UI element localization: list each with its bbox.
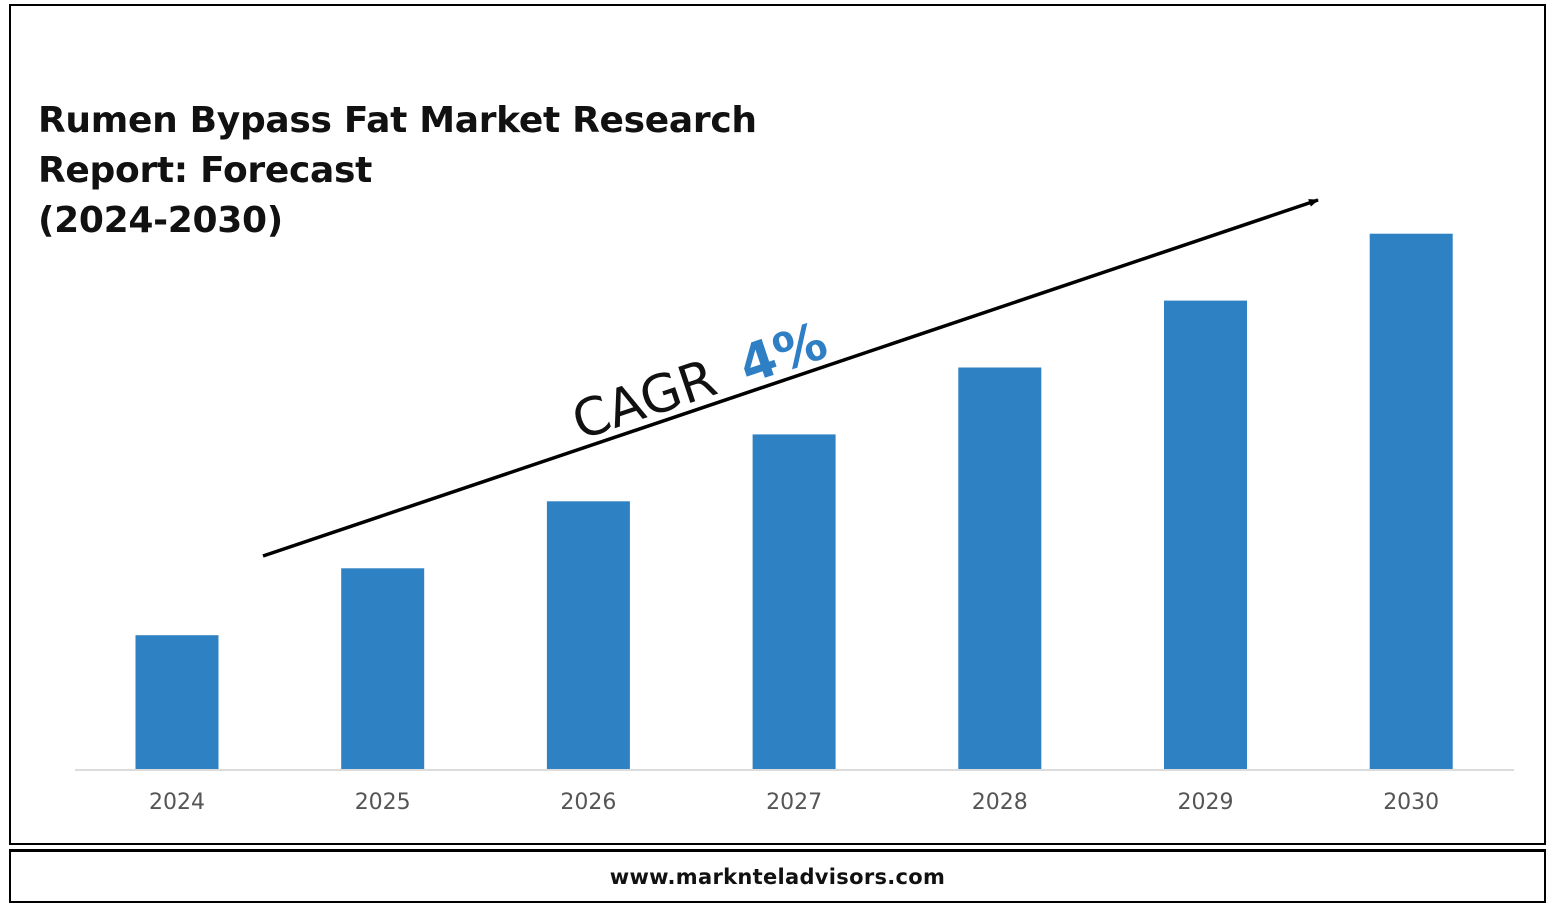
website-link[interactable]: www.marknteladvisors.com (609, 865, 946, 889)
x-tick-label-2028: 2028 (972, 790, 1028, 815)
bar-2026 (546, 501, 630, 769)
cagr-label: CAGR (565, 348, 724, 452)
bar-2027 (752, 434, 836, 769)
chart-title-line-1: Rumen Bypass Fat Market Research (38, 100, 757, 141)
chart-title-line-3: (2024-2030) (38, 200, 283, 241)
bar-2028 (958, 367, 1042, 769)
bar-2030 (1369, 233, 1453, 769)
x-tick-label-2027: 2027 (766, 790, 822, 815)
x-tick-label-2025: 2025 (355, 790, 411, 815)
bars-group (135, 233, 1453, 769)
bar-2029 (1164, 300, 1247, 769)
chart-title: Rumen Bypass Fat Market Research Report:… (38, 96, 758, 246)
chart-title-line-2: Report: Forecast (38, 150, 373, 191)
cagr-value: 4% (732, 311, 835, 396)
trend-arrow (262, 198, 1319, 558)
cagr-annotation: CAGR 4% (565, 311, 835, 452)
x-tick-labels: 2024 2025 2026 2027 2028 2029 2030 (149, 790, 1439, 815)
footer: www.marknteladvisors.com (9, 849, 1546, 903)
bar-2024 (135, 635, 219, 769)
x-tick-label-2026: 2026 (560, 790, 616, 815)
bar-2025 (341, 568, 425, 769)
x-tick-label-2030: 2030 (1383, 790, 1439, 815)
x-tick-label-2024: 2024 (149, 790, 205, 815)
x-tick-label-2029: 2029 (1178, 790, 1234, 815)
